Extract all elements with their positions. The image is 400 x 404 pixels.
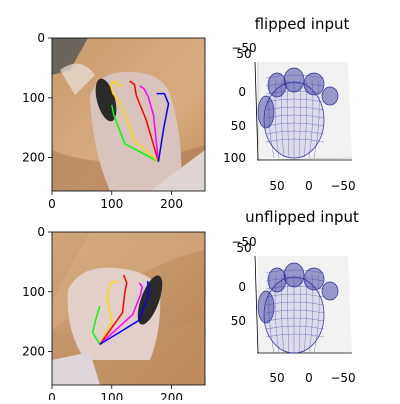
z-tick-label: 50 — [236, 47, 251, 61]
mesh-wire — [265, 317, 325, 322]
x-tick-label: −50 — [330, 371, 355, 385]
finger-mesh — [257, 290, 275, 324]
y-tick-label: 200 — [22, 345, 45, 359]
x-tick-label: 100 — [100, 197, 123, 211]
mesh-wire — [303, 79, 307, 159]
mesh-wire — [274, 79, 280, 159]
x-tick-label: 50 — [269, 371, 284, 385]
x-tick-label: 0 — [48, 391, 56, 400]
y-tick-label: 100 — [223, 151, 246, 165]
panel-title-flipped: flipped input — [255, 15, 350, 33]
y-tick-label: 200 — [22, 151, 45, 165]
x-tick-label: 0 — [305, 371, 313, 385]
mesh-wire — [265, 293, 325, 298]
mesh-wire — [265, 333, 325, 338]
z-tick-label: −50 — [231, 41, 256, 55]
panel-title-unflipped: unflipped input — [245, 208, 359, 226]
keypoint-line-4 — [139, 85, 160, 162]
keypoint-line-1 — [91, 305, 101, 345]
mesh-wire — [265, 98, 325, 103]
keypoint-line-2 — [99, 280, 118, 345]
x-tick-label: 200 — [160, 197, 183, 211]
mesh-wire — [265, 74, 325, 79]
mesh-wire — [268, 79, 275, 159]
z-tick-label: 50 — [236, 241, 251, 255]
x-tick-label: −50 — [330, 179, 355, 193]
wireframe-mesh-bottom — [257, 262, 339, 354]
finger-mesh — [321, 281, 339, 301]
mesh-wire — [265, 138, 325, 143]
x-tick-label: 0 — [48, 197, 56, 211]
keypoint-line-3 — [129, 80, 160, 162]
keypoint-line-3 — [99, 274, 128, 345]
y-tick-label: 100 — [22, 285, 45, 299]
mesh-wire — [265, 269, 325, 274]
wireframe-mesh-top — [257, 67, 339, 159]
mesh-wire — [303, 274, 307, 354]
mesh-wire — [265, 106, 325, 111]
mesh-wire — [298, 274, 301, 354]
mesh-wire — [281, 274, 285, 354]
mesh-wire — [308, 79, 314, 159]
y-tick-label: 50 — [231, 314, 246, 328]
z-tick-label: −50 — [231, 235, 256, 249]
mesh-wire — [287, 274, 290, 354]
keypoint-line-4 — [99, 282, 144, 345]
y-tick-label: 0 — [37, 31, 45, 45]
x-tick-label: 100 — [100, 391, 123, 400]
mesh-wire — [265, 301, 325, 306]
mesh-wire — [268, 274, 275, 354]
y-tick-label: 0 — [238, 280, 246, 294]
finger-mesh — [257, 95, 275, 129]
keypoint-line-5 — [156, 92, 170, 162]
mesh-wire — [265, 325, 325, 330]
mesh-wire — [265, 82, 325, 87]
mesh-wire — [265, 277, 325, 282]
y-tick-label: 100 — [22, 91, 45, 105]
mesh-wire — [281, 79, 285, 159]
mesh-wire — [274, 274, 280, 354]
mesh-wire — [313, 79, 320, 159]
y-tick-label: 50 — [231, 119, 246, 133]
finger-mesh — [321, 86, 339, 106]
keypoint-line-1 — [111, 104, 159, 163]
mesh-wire — [308, 274, 314, 354]
photo-panel-top: 0 100 200 0 100 200 — [22, 31, 206, 211]
keypoint-line-5 — [99, 280, 150, 346]
mesh-wire — [287, 79, 290, 159]
photo-panel-bottom: 0 100 200 0 100 200 — [22, 225, 206, 404]
mesh-wire — [265, 130, 325, 135]
keypoint-line-2 — [109, 79, 159, 163]
mesh-wire — [265, 122, 325, 127]
mesh-wire — [298, 79, 301, 159]
photo-top — [52, 38, 205, 191]
x-tick-label: 200 — [160, 391, 183, 400]
photo-bottom — [52, 232, 205, 385]
x-tick-label: 0 — [305, 179, 313, 193]
y-tick-label: 0 — [37, 225, 45, 239]
y-tick-label: 0 — [238, 85, 246, 99]
x-tick-label: 50 — [269, 179, 284, 193]
mesh-wire — [313, 274, 320, 354]
